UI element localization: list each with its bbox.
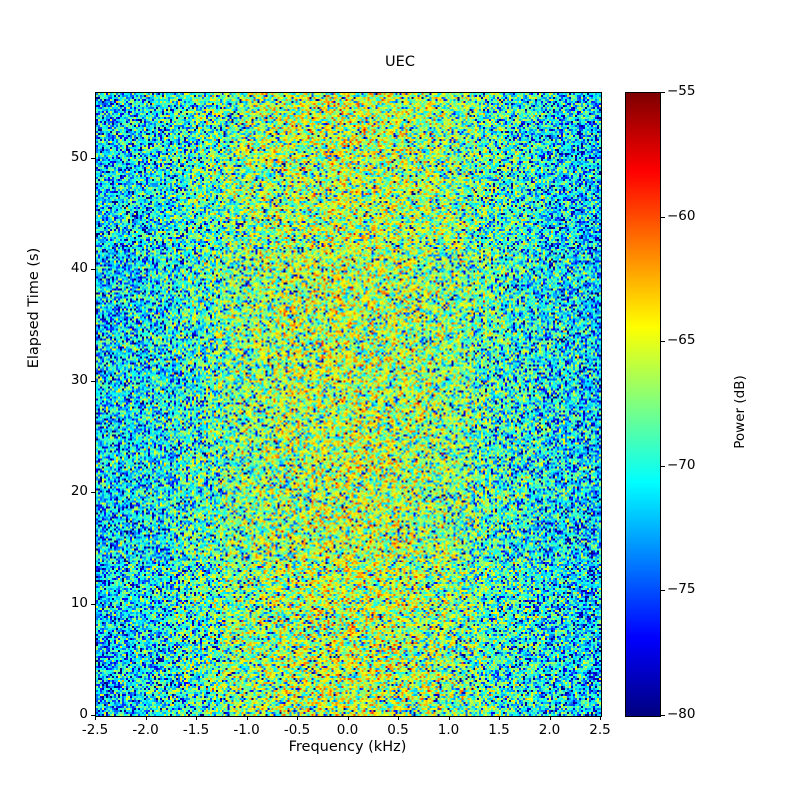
x-tick-mark: [297, 716, 299, 720]
x-tick-mark: [549, 716, 551, 720]
x-tick-mark: [145, 716, 147, 720]
colorbar-tick-mark: [661, 715, 665, 717]
x-tick-mark: [95, 716, 97, 720]
colorbar-tick-mark: [661, 92, 665, 94]
y-tick-mark: [91, 492, 95, 494]
x-tick-mark: [398, 716, 400, 720]
colorbar-tick-mark: [661, 465, 665, 467]
x-tick-mark: [448, 716, 450, 720]
colorbar-tick-label: −75: [667, 581, 696, 598]
colorbar-tick-label: −65: [667, 332, 696, 349]
x-axis-label: Frequency (kHz): [288, 739, 407, 755]
x-tick-label: -1.5: [182, 722, 210, 738]
x-tick-mark: [196, 716, 198, 720]
colorbar-tick-mark: [661, 590, 665, 592]
x-tick-label: -1.0: [233, 722, 260, 738]
x-tick-label: 2.5: [589, 722, 611, 738]
colorbar-label: Power (dB): [732, 375, 748, 449]
x-tick-label: 0.5: [387, 722, 409, 738]
y-tick-mark: [91, 157, 95, 159]
x-tick-label: 1.0: [437, 722, 460, 738]
y-tick-label: 10: [70, 594, 88, 611]
x-tick-label: -2.0: [132, 722, 159, 738]
y-tick-label: 50: [70, 148, 88, 165]
y-tick-label: 30: [70, 371, 88, 388]
spectrogram-plot-area[interactable]: [95, 92, 602, 717]
y-tick-label: 40: [70, 260, 88, 277]
x-tick-label: 0.0: [336, 722, 359, 738]
colorbar[interactable]: [625, 92, 661, 717]
x-tick-mark: [246, 716, 248, 720]
x-tick-label: 1.5: [488, 722, 510, 738]
y-tick-mark: [91, 603, 95, 605]
x-tick-label: -0.5: [283, 722, 311, 738]
x-tick-mark: [600, 716, 602, 720]
x-tick-mark: [347, 716, 349, 720]
title-station: UEC: [385, 54, 415, 70]
colorbar-tick-mark: [661, 341, 665, 343]
spectrogram-image: [96, 93, 601, 716]
colorbar-tick-mark: [661, 216, 665, 218]
x-tick-label: 2.0: [538, 722, 561, 738]
y-tick-label: 20: [70, 483, 88, 500]
colorbar-tick-label: −70: [667, 456, 696, 473]
y-axis: 0 10 20 30 40 50: [0, 0, 95, 800]
colorbar-gradient: [626, 93, 660, 716]
x-tick-label: -2.5: [81, 722, 109, 738]
colorbar-tick-label: −80: [667, 706, 696, 722]
x-tick-mark: [499, 716, 501, 720]
y-axis-label: Elapsed Time (s): [26, 247, 42, 369]
colorbar-tick-label: −60: [667, 207, 696, 224]
y-tick-mark: [91, 715, 95, 717]
y-tick-mark: [91, 380, 95, 382]
y-tick-mark: [91, 269, 95, 271]
y-tick-label: 0: [79, 706, 88, 722]
colorbar-tick-label: −55: [667, 83, 696, 99]
